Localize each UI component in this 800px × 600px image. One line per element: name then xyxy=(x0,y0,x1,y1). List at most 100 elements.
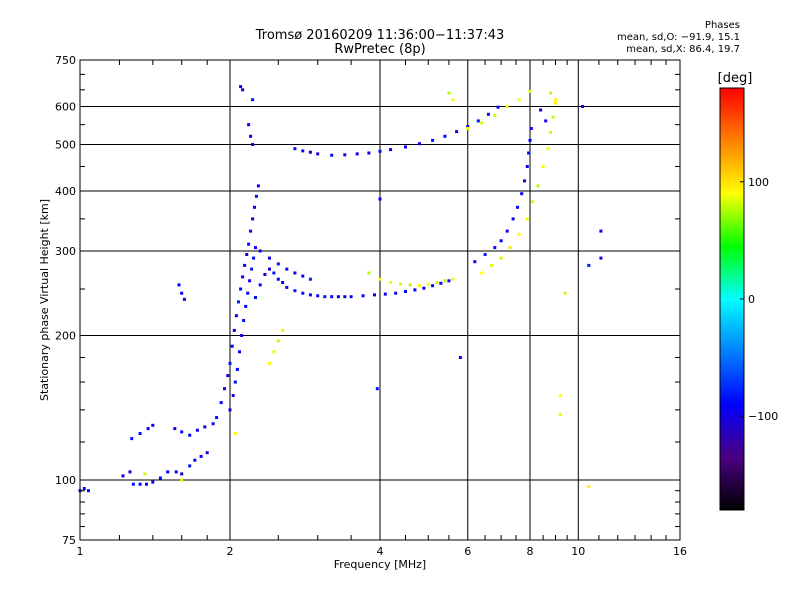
data-point-o xyxy=(138,482,142,486)
data-point-o xyxy=(285,285,289,289)
data-point-o xyxy=(235,367,239,371)
data-point-o xyxy=(581,105,585,108)
data-point-o xyxy=(158,476,162,480)
data-point-o xyxy=(234,314,238,318)
data-point-o xyxy=(254,296,257,299)
data-point-o xyxy=(121,474,125,478)
data-point-x xyxy=(493,113,497,117)
data-point-o xyxy=(389,148,393,152)
data-point-o xyxy=(394,291,398,295)
data-point-o xyxy=(455,130,459,134)
y-tick-label: 75 xyxy=(62,534,76,547)
data-point-x xyxy=(426,282,430,286)
data-point-o xyxy=(343,153,347,157)
data-point-o xyxy=(239,85,243,89)
x-tick-label: 8 xyxy=(527,545,534,558)
colorbar-label: [deg] xyxy=(718,71,753,86)
data-point-o xyxy=(544,119,548,123)
y-tick-label: 400 xyxy=(55,185,76,198)
data-point-o xyxy=(253,205,256,209)
data-point-x xyxy=(480,121,484,125)
colorbar-tick-label: 100 xyxy=(748,176,769,189)
data-point-x xyxy=(541,165,545,168)
data-point-o xyxy=(258,283,262,287)
data-point-o xyxy=(336,295,340,299)
data-point-o xyxy=(138,432,142,435)
data-point-o xyxy=(539,108,543,112)
data-point-o xyxy=(439,281,443,285)
data-point-o xyxy=(145,482,148,486)
data-point-o xyxy=(413,288,417,292)
y-tick-label: 500 xyxy=(55,139,76,152)
colorbar-tick-label: −100 xyxy=(748,410,778,423)
phase-stats-x: mean, sd,X: 86.4, 19.7 xyxy=(626,44,740,55)
data-point-o xyxy=(272,271,276,275)
data-point-o xyxy=(355,152,359,156)
data-point-o xyxy=(276,262,280,266)
data-point-x xyxy=(554,98,557,102)
data-point-x xyxy=(558,394,562,397)
data-point-o xyxy=(166,470,170,474)
data-point-x xyxy=(180,478,184,482)
data-point-x xyxy=(505,105,509,108)
data-point-o xyxy=(173,427,177,431)
data-point-o xyxy=(525,165,529,168)
data-point-o xyxy=(245,253,249,256)
data-point-x xyxy=(276,339,280,343)
data-point-o xyxy=(511,217,515,221)
data-point-o xyxy=(330,153,334,157)
data-point-o xyxy=(226,374,230,378)
data-point-o xyxy=(323,295,327,299)
data-point-o xyxy=(258,249,262,253)
phase-stats: Phases mean, sd,O: −91.9, 15.1 mean, sd,… xyxy=(617,20,740,56)
data-point-o xyxy=(527,151,531,155)
data-point-o xyxy=(180,472,184,476)
data-point-o xyxy=(505,229,509,233)
data-point-x xyxy=(546,147,550,151)
y-tick-label: 600 xyxy=(55,101,76,114)
data-point-x xyxy=(499,256,503,260)
data-point-o xyxy=(499,239,503,243)
data-point-x xyxy=(268,361,271,365)
data-point-o xyxy=(361,294,365,298)
data-point-o xyxy=(516,205,519,209)
data-point-x xyxy=(525,217,529,221)
x-axis-label: Frequency [MHz] xyxy=(334,558,426,571)
data-point-o xyxy=(343,295,347,299)
data-point-x xyxy=(563,291,567,295)
data-point-x xyxy=(143,472,147,476)
y-tick-label: 200 xyxy=(55,330,76,343)
data-point-o xyxy=(476,119,480,123)
data-point-o xyxy=(330,295,334,299)
data-point-o xyxy=(251,98,255,102)
data-point-x xyxy=(281,328,285,332)
data-point-o xyxy=(251,217,255,221)
data-point-o xyxy=(256,184,260,188)
data-point-o xyxy=(268,267,271,271)
data-point-o xyxy=(431,138,435,142)
data-point-x xyxy=(558,412,562,416)
data-point-x xyxy=(233,432,237,435)
data-point-o xyxy=(252,256,256,260)
data-point-o xyxy=(367,151,371,155)
data-point-o xyxy=(241,88,245,92)
data-point-o xyxy=(241,275,245,279)
y-axis-label: Stationary phase Virtual Height [km] xyxy=(38,199,51,401)
data-point-o xyxy=(285,267,289,271)
data-point-o xyxy=(87,489,90,493)
data-point-o xyxy=(211,422,215,426)
y-tick-label: 750 xyxy=(55,54,76,67)
data-point-o xyxy=(251,143,255,146)
phase-stats-o: mean, sd,O: −91.9, 15.1 xyxy=(617,32,740,43)
data-point-x xyxy=(536,184,540,188)
data-point-o xyxy=(308,293,312,297)
data-point-x xyxy=(490,263,494,267)
x-tick-label: 16 xyxy=(673,545,687,558)
data-point-x xyxy=(517,232,521,236)
axis-ticks: 1 2 4 6 8 10 16 75 100 200 300 400 500 600 750 xyxy=(55,54,687,558)
data-point-o xyxy=(254,194,258,198)
data-point-o xyxy=(180,291,184,295)
colorbar-tick-label: 0 xyxy=(748,293,755,306)
